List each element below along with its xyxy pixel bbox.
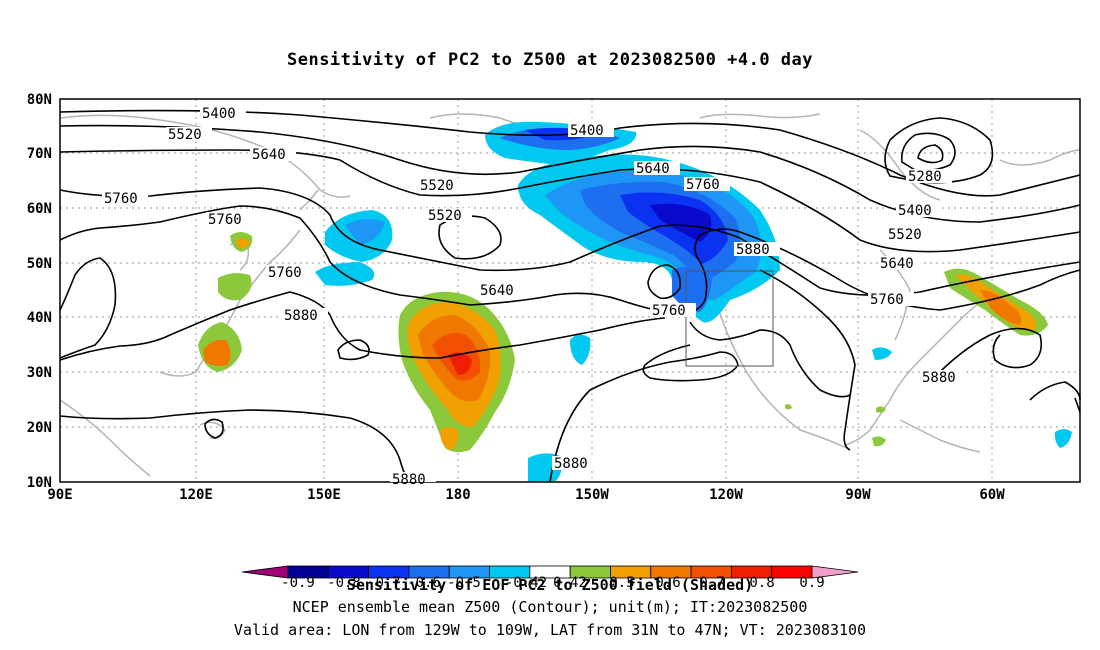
colorbar-tick: -0.5 bbox=[447, 575, 481, 591]
valid-area-box bbox=[685, 270, 774, 367]
colorbar-tick: 0.5 bbox=[609, 575, 634, 591]
map-title: Sensitivity of PC2 to Z500 at 2023082500… bbox=[286, 50, 813, 70]
contour-label: 5760 bbox=[104, 191, 138, 207]
contour-label: 5520 bbox=[888, 227, 922, 243]
positive-sensitivity-shading bbox=[198, 232, 1048, 453]
contour-label: 5880 bbox=[392, 472, 426, 488]
longitude-labels: 90E 120E 150E 180 150W 120W 90W 60W bbox=[47, 487, 1005, 503]
footer-line-2: NCEP ensemble mean Z500 (Contour); unit(… bbox=[292, 598, 808, 616]
lat-label: 50N bbox=[27, 256, 52, 272]
lat-label: 70N bbox=[27, 146, 52, 162]
contour-label: 5760 bbox=[268, 265, 302, 281]
contour-label: 5640 bbox=[480, 283, 514, 299]
contour-label: 5760 bbox=[652, 303, 686, 319]
contour-label: 5280 bbox=[908, 169, 942, 185]
colorbar-tick: -0.9 bbox=[281, 575, 315, 591]
lon-label: 90W bbox=[845, 487, 871, 503]
contour-label: 5520 bbox=[168, 127, 202, 143]
footer-line-3: Valid area: LON from 129W to 109W, LAT f… bbox=[233, 621, 867, 639]
contour-label: 5880 bbox=[922, 370, 956, 386]
lat-label: 20N bbox=[27, 420, 52, 436]
colorbar-tick: -0.42 bbox=[505, 575, 547, 591]
contour-label: 5640 bbox=[252, 147, 286, 163]
contour-labels: 5400 5520 5640 5760 5760 5760 5520 5520 … bbox=[102, 106, 966, 488]
colorbar bbox=[241, 565, 859, 579]
contour-label: 5760 bbox=[686, 177, 720, 193]
lon-label: 90E bbox=[47, 487, 72, 503]
contour-label: 5400 bbox=[898, 203, 932, 219]
colorbar-tick: 0.6 bbox=[655, 575, 680, 591]
plot-frame bbox=[59, 98, 1081, 483]
lon-label: 150W bbox=[575, 487, 609, 503]
z500-contours bbox=[59, 109, 1081, 483]
footer-line-1: Sensitivity of EOF PC2 to Z500 field (Sh… bbox=[346, 576, 754, 594]
contour-label: 5400 bbox=[570, 123, 604, 139]
contour-label: 5640 bbox=[636, 161, 670, 177]
colorbar-tick: 0.9 bbox=[799, 575, 824, 591]
contour-label: 5880 bbox=[284, 308, 318, 324]
contour-label: 5520 bbox=[420, 178, 454, 194]
lon-label: 120W bbox=[709, 487, 743, 503]
negative-sensitivity-shading bbox=[315, 121, 1072, 482]
contour-label: 5400 bbox=[202, 106, 236, 122]
contour-label: 5880 bbox=[554, 456, 588, 472]
lat-label: 30N bbox=[27, 365, 52, 381]
lat-label: 60N bbox=[27, 201, 52, 217]
lat-label: 10N bbox=[27, 475, 52, 491]
lon-label: 120E bbox=[179, 487, 213, 503]
colorbar-tick: -0.8 bbox=[327, 575, 361, 591]
lat-label: 80N bbox=[27, 92, 52, 108]
contour-label: 5880 bbox=[736, 242, 770, 258]
colorbar-tick-labels: -0.9 -0.8 -0.7 -0.6 -0.5 -0.42 0.42 0.5 … bbox=[281, 575, 825, 591]
contour-label: 5760 bbox=[870, 292, 904, 308]
contour-label: 5640 bbox=[880, 256, 914, 272]
lat-label: 40N bbox=[27, 310, 52, 326]
lon-label: 180 bbox=[445, 487, 470, 503]
colorbar-tick: 0.42 bbox=[553, 575, 587, 591]
colorbar-tick: 0.8 bbox=[749, 575, 774, 591]
contour-label: 5520 bbox=[428, 208, 462, 224]
colorbar-tick: -0.6 bbox=[407, 575, 441, 591]
lon-label: 60W bbox=[979, 487, 1005, 503]
contour-label: 5760 bbox=[208, 212, 242, 228]
latitude-labels: 80N 70N 60N 50N 40N 30N 20N 10N bbox=[27, 92, 52, 491]
colorbar-tick: -0.7 bbox=[367, 575, 401, 591]
colorbar-tick: 0.7 bbox=[699, 575, 724, 591]
lon-label: 150E bbox=[307, 487, 341, 503]
colorbar-high-extend bbox=[811, 565, 859, 579]
